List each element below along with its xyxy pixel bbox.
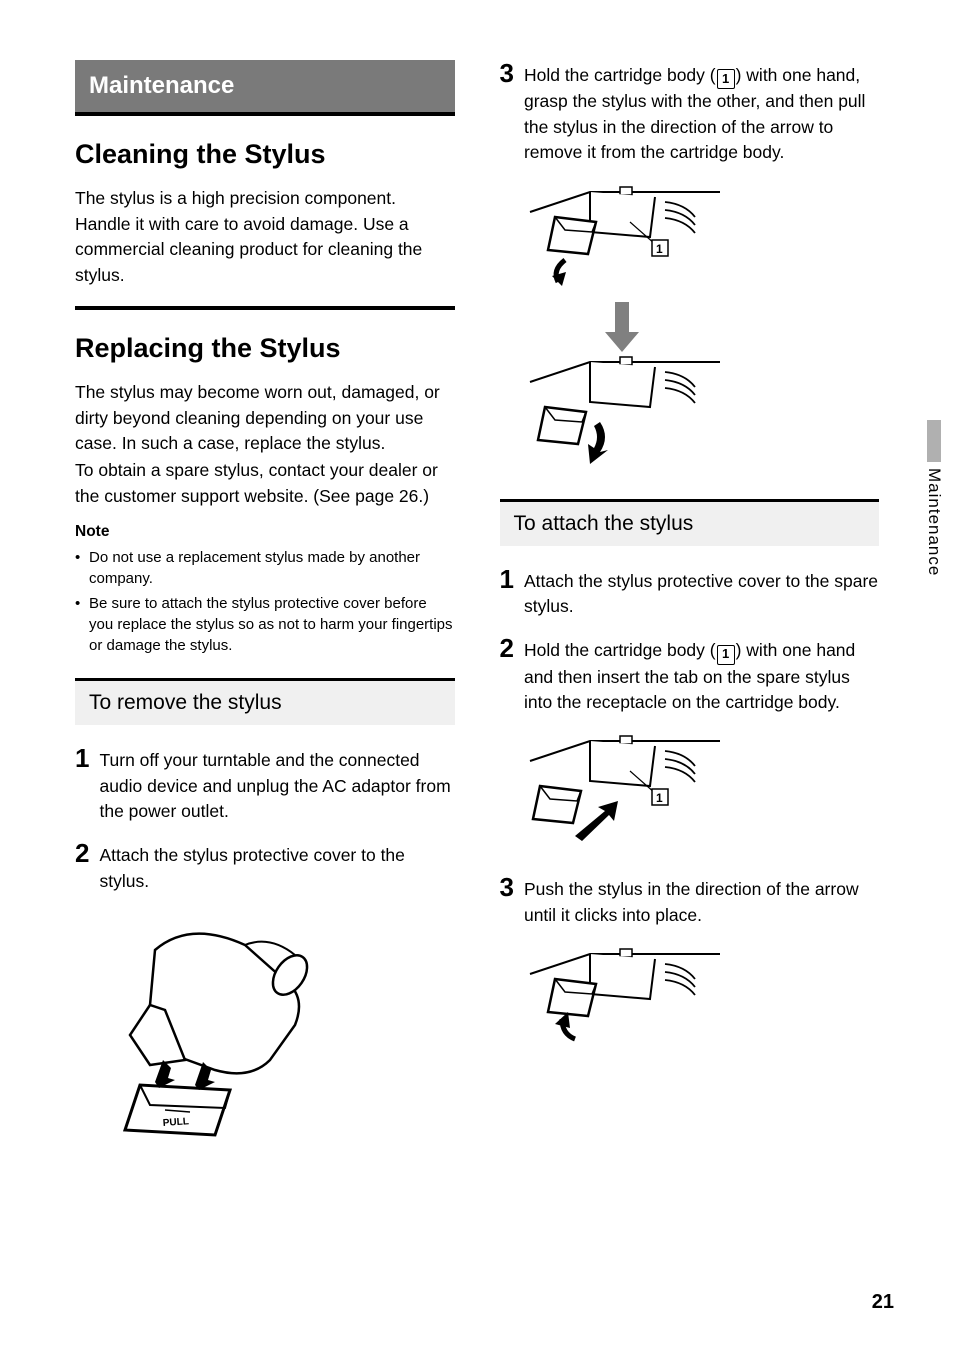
cleaning-body: The stylus is a high precision component… [75, 186, 455, 288]
step-text: Attach the stylus protective cover to th… [524, 566, 879, 620]
step-number: 3 [500, 874, 514, 928]
side-tab-label: Maintenance [924, 468, 944, 576]
replacing-body-2: To obtain a spare stylus, contact your d… [75, 458, 455, 509]
svg-text:1: 1 [656, 242, 663, 256]
note-heading: Note [75, 523, 455, 541]
attach-step-3: 3 Push the stylus in the direction of th… [500, 874, 880, 928]
side-tab-block [927, 420, 941, 462]
figure-attach-insert: 1 [520, 731, 880, 856]
callout-box-1: 1 [717, 69, 735, 89]
cleaning-title: Cleaning the Stylus [75, 138, 455, 170]
step-number: 2 [75, 840, 89, 894]
remove-subsection-title: To remove the stylus [75, 678, 455, 725]
note-item: Be sure to attach the stylus protective … [75, 593, 455, 656]
section-banner: Maintenance [75, 60, 455, 116]
step-text: Hold the cartridge body (1) with one han… [524, 635, 879, 715]
step-number: 2 [500, 635, 514, 715]
svg-text:1: 1 [656, 791, 663, 805]
step-number: 1 [75, 745, 89, 824]
step-number: 1 [500, 566, 514, 620]
step-text: Hold the cartridge body (1) with one han… [524, 60, 879, 166]
page-number: 21 [872, 1291, 894, 1314]
attach-subsection-title: To attach the stylus [500, 499, 880, 546]
figure-remove-stylus: 1 [520, 182, 880, 477]
step-text: Push the stylus in the direction of the … [524, 874, 879, 928]
figure-attach-click [520, 944, 880, 1059]
svg-text:PULL: PULL [162, 1116, 189, 1129]
section-divider [75, 306, 455, 310]
remove-step-1: 1 Turn off your turntable and the connec… [75, 745, 455, 824]
note-list: Do not use a replacement stylus made by … [75, 547, 455, 656]
replacing-title: Replacing the Stylus [75, 332, 455, 364]
step-number: 3 [500, 60, 514, 166]
remove-step-3: 3 Hold the cartridge body (1) with one h… [500, 60, 880, 166]
step-text: Turn off your turntable and the connecte… [99, 745, 454, 824]
step-text: Attach the stylus protective cover to th… [99, 840, 454, 894]
side-tab: Maintenance [914, 420, 954, 576]
note-item: Do not use a replacement stylus made by … [75, 547, 455, 589]
replacing-body-1: The stylus may become worn out, damaged,… [75, 380, 455, 456]
attach-step-1: 1 Attach the stylus protective cover to … [500, 566, 880, 620]
callout-box-1: 1 [717, 645, 735, 665]
figure-stylus-cover: PULL [95, 910, 455, 1145]
remove-step-2: 2 Attach the stylus protective cover to … [75, 840, 455, 894]
attach-step-2: 2 Hold the cartridge body (1) with one h… [500, 635, 880, 715]
